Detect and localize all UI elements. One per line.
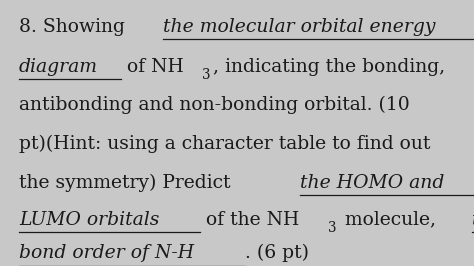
Text: 8. Showing: 8. Showing <box>19 18 131 36</box>
Text: , indicating the bonding,: , indicating the bonding, <box>213 58 445 76</box>
Text: molecule,: molecule, <box>339 211 442 229</box>
Text: LUMO orbitals: LUMO orbitals <box>19 211 159 229</box>
Text: the molecular orbital energy: the molecular orbital energy <box>164 18 436 36</box>
Text: . (6 pt): . (6 pt) <box>245 244 309 262</box>
Text: the symmetry) Predict: the symmetry) Predict <box>19 173 237 192</box>
Text: of the NH: of the NH <box>200 211 300 229</box>
Text: the HOMO and: the HOMO and <box>300 173 444 192</box>
Text: antibonding and non-bonding orbital. (10: antibonding and non-bonding orbital. (10 <box>19 96 410 114</box>
Text: diagram: diagram <box>19 58 98 76</box>
Text: the: the <box>472 211 474 229</box>
Text: 3: 3 <box>328 221 337 235</box>
Text: bond order of N-H: bond order of N-H <box>19 244 194 262</box>
Text: of NH: of NH <box>121 58 183 76</box>
Text: pt)(Hint: using a character table to find out: pt)(Hint: using a character table to fin… <box>19 135 430 153</box>
Text: 3: 3 <box>202 68 210 82</box>
